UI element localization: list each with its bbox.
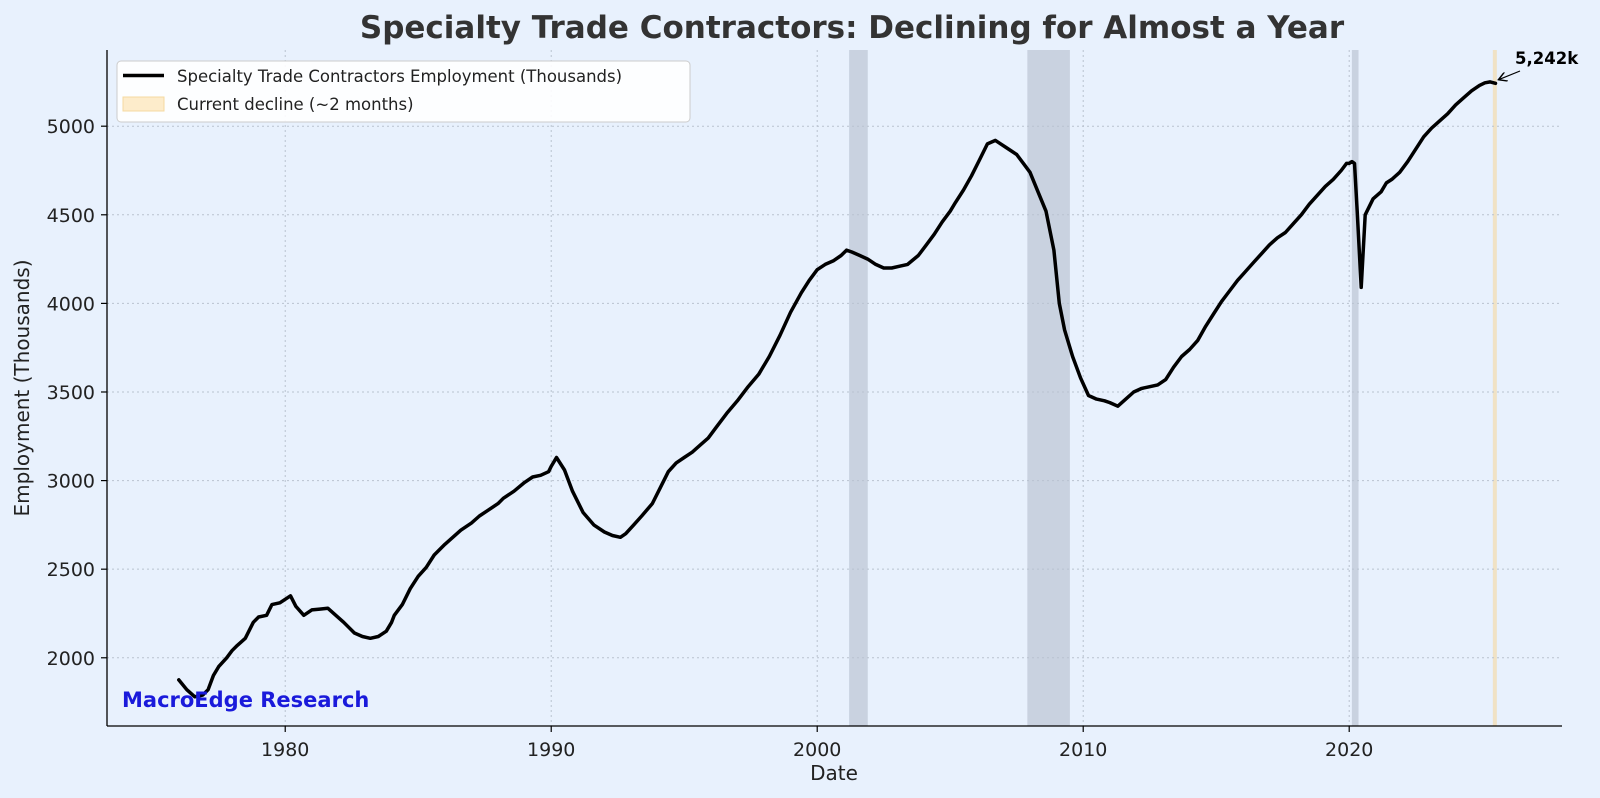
y-tick-label-1: 2500 [47,559,95,581]
shaded-regions [849,50,1497,726]
x-tick-label-4: 2020 [1325,739,1373,761]
x-tick-label-2: 2000 [793,739,841,761]
series-line [177,80,1498,699]
chart-title: Specialty Trade Contractors: Declining f… [360,10,1345,46]
annotation-label: 5,242k [1515,49,1579,68]
legend: Specialty Trade Contractors Employment (… [116,60,691,123]
legend-box [116,60,691,123]
watermark: MacroEdge Research [122,688,369,712]
legend-entry-series: Specialty Trade Contractors Employment (… [177,67,622,86]
shaded-region-0 [849,50,868,726]
shaded-region-3 [1492,50,1497,726]
y-tick-label-6: 5000 [47,116,95,138]
y-tick-label-5: 4500 [47,205,95,227]
end-annotation: 5,242k [1500,49,1579,79]
x-tick-label-0: 1980 [261,739,309,761]
x-tick-label-1: 1990 [527,739,575,761]
y-axis-ticks: 2000 2500 3000 3500 4000 4500 5000 [47,116,107,670]
x-axis-ticks: 1980 1990 2000 2010 2020 [261,726,1373,761]
shaded-region-1 [1027,50,1070,726]
x-axis-label: Date [810,761,858,785]
x-tick-label-3: 2010 [1059,739,1107,761]
annotation-arrow [1500,70,1521,79]
y-tick-label-0: 2000 [47,648,95,670]
y-tick-label-3: 3500 [47,382,95,404]
y-axis-label: Employment (Thousands) [10,260,34,517]
y-tick-label-2: 3000 [47,471,95,493]
legend-entry-decline: Current decline (~2 months) [177,95,414,114]
y-tick-label-4: 4000 [47,293,95,315]
shaded-region-2 [1351,50,1359,726]
legend-shade-swatch [122,96,165,112]
